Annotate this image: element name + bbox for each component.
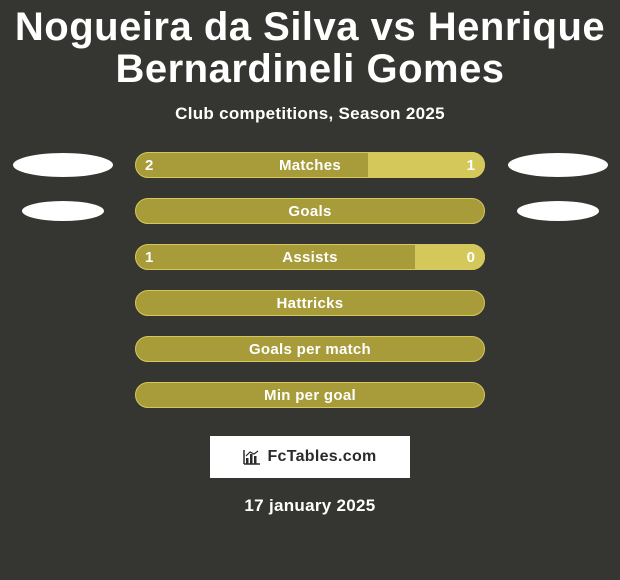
page-title: Nogueira da Silva vs Henrique Bernardine… bbox=[0, 0, 620, 90]
stat-row: Goals bbox=[10, 198, 610, 224]
stat-bar: Goals bbox=[135, 198, 485, 224]
stat-value-left: 2 bbox=[145, 152, 153, 178]
left-marker bbox=[10, 198, 115, 224]
marker-ellipse bbox=[13, 153, 113, 177]
right-marker bbox=[505, 382, 610, 408]
stat-label: Min per goal bbox=[135, 382, 485, 408]
stat-row: Matches2 1 bbox=[10, 152, 610, 178]
date-text: 17 january 2025 bbox=[0, 496, 620, 516]
left-marker bbox=[10, 290, 115, 316]
left-marker bbox=[10, 382, 115, 408]
stat-row: Hattricks bbox=[10, 290, 610, 316]
stat-rows: Matches21GoalsAssists10HattricksGoals pe… bbox=[0, 152, 620, 408]
marker-ellipse bbox=[22, 201, 104, 221]
stat-row: Assists1 0 bbox=[10, 244, 610, 270]
source-badge-text: FcTables.com bbox=[267, 448, 376, 466]
stat-label: Goals per match bbox=[135, 336, 485, 362]
stat-row: Goals per match bbox=[10, 336, 610, 362]
stat-row: Min per goal bbox=[10, 382, 610, 408]
stat-value-right: 1 bbox=[467, 152, 475, 178]
right-marker bbox=[505, 152, 610, 178]
comparison-infographic: Nogueira da Silva vs Henrique Bernardine… bbox=[0, 0, 620, 580]
stat-bar: Min per goal bbox=[135, 382, 485, 408]
right-marker bbox=[505, 290, 610, 316]
stat-label: Hattricks bbox=[135, 290, 485, 316]
left-marker bbox=[10, 152, 115, 178]
stat-value-right: 0 bbox=[467, 244, 475, 270]
right-marker bbox=[505, 336, 610, 362]
stat-label: Matches bbox=[135, 152, 485, 178]
subtitle: Club competitions, Season 2025 bbox=[0, 104, 620, 124]
stat-value-left: 1 bbox=[145, 244, 153, 270]
stat-bar: Hattricks bbox=[135, 290, 485, 316]
stat-label: Assists bbox=[135, 244, 485, 270]
bar-chart-icon bbox=[243, 449, 261, 465]
stat-bar: Goals per match bbox=[135, 336, 485, 362]
right-marker bbox=[505, 244, 610, 270]
right-marker bbox=[505, 198, 610, 224]
stat-label: Goals bbox=[135, 198, 485, 224]
stat-bar: Matches2 1 bbox=[135, 152, 485, 178]
left-marker bbox=[10, 244, 115, 270]
left-marker bbox=[10, 336, 115, 362]
marker-ellipse bbox=[508, 153, 608, 177]
marker-ellipse bbox=[517, 201, 599, 221]
stat-bar: Assists1 0 bbox=[135, 244, 485, 270]
source-badge: FcTables.com bbox=[210, 436, 410, 478]
